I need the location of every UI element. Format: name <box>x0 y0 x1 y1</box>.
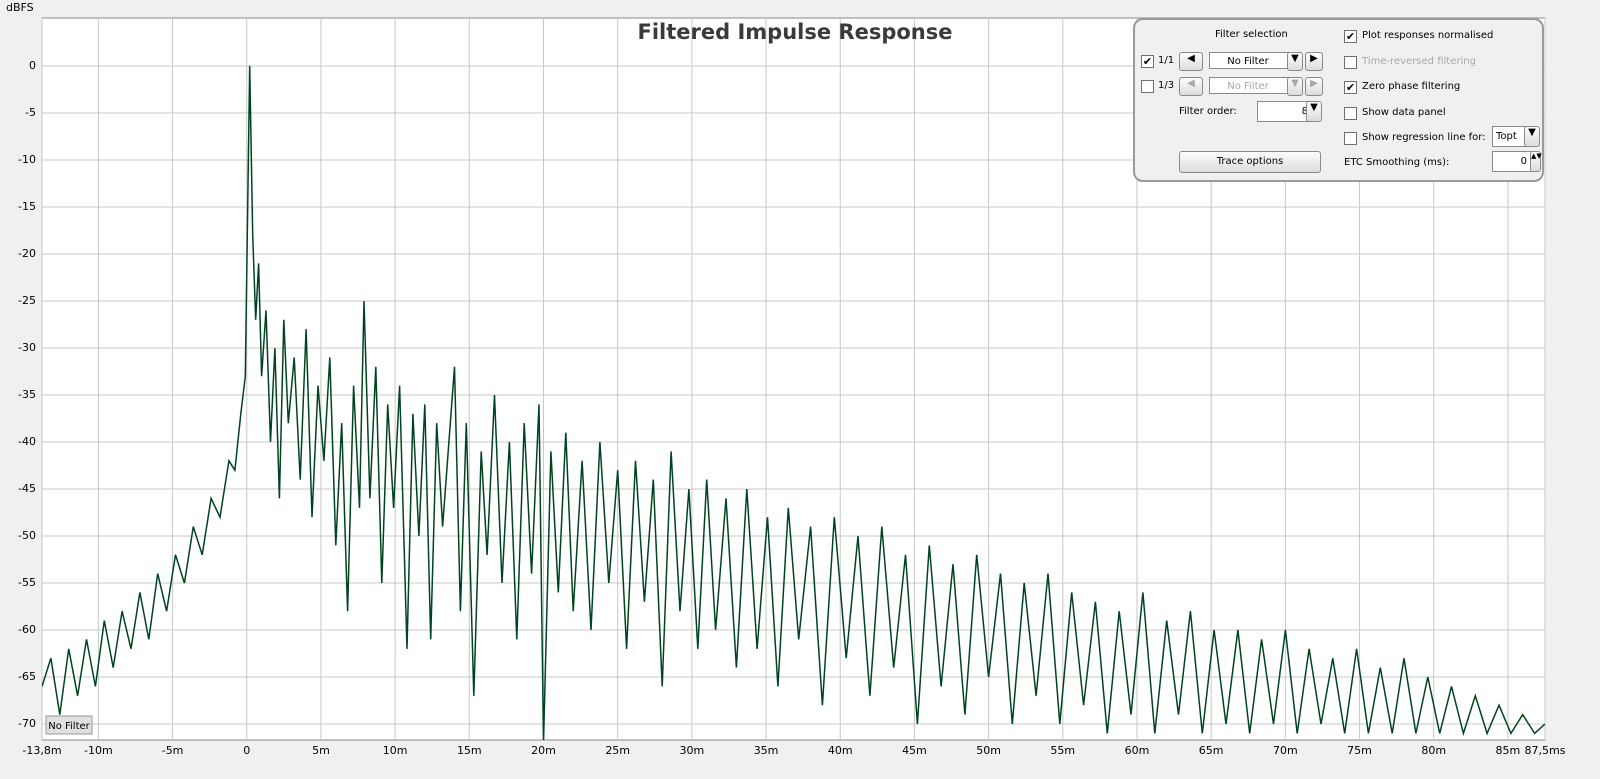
checkbox-label: Zero phase filtering <box>1362 81 1461 92</box>
checkbox[interactable]: ✔ <box>1344 30 1357 43</box>
section-label: Filter selection <box>1215 29 1288 40</box>
chart-title: Filtered Impulse Response <box>638 20 953 44</box>
x-tick-label: 65m <box>1199 744 1224 757</box>
checkbox[interactable] <box>1344 106 1357 120</box>
x-tick-label: -13,8m <box>22 744 61 757</box>
y-tick-label: -55 <box>18 576 36 589</box>
x-tick-label: 85m <box>1496 744 1521 757</box>
control-panel: Filter selection ✔ 1/1 ◀ No Filter ▼ ▶ 1/3 ◀ No F… <box>1133 18 1544 182</box>
dropdown-arrow: ▼ <box>1524 126 1540 147</box>
x-tick-label: 40m <box>828 744 853 757</box>
x-tick-label: 20m <box>531 744 556 757</box>
x-tick-label: -10m <box>84 744 113 757</box>
checkbox-label: Plot responses normalised <box>1362 30 1494 41</box>
legend-entry: No Filter <box>48 721 90 732</box>
y-tick-label: -65 <box>18 670 36 683</box>
y-tick-label: 0 <box>29 59 36 72</box>
checkbox <box>1344 55 1357 69</box>
x-tick-label: 55m <box>1050 744 1075 757</box>
prev-button: ◀ <box>1179 77 1203 96</box>
y-tick-label: -35 <box>18 388 36 401</box>
regression-dropdown[interactable]: Topt <box>1492 126 1527 147</box>
x-tick-label: 60m <box>1125 744 1150 757</box>
x-tick-label: 45m <box>902 744 927 757</box>
x-tick-label: 80m <box>1421 744 1446 757</box>
filter-dropdown[interactable]: No Filter <box>1209 52 1301 69</box>
x-tick-label: 15m <box>457 744 482 757</box>
prev-button[interactable]: ◀ <box>1179 52 1203 71</box>
checkbox[interactable] <box>1344 132 1357 145</box>
x-tick-label: 75m <box>1347 744 1372 757</box>
x-tick-label: 30m <box>680 744 705 757</box>
checkbox-label: Show data panel <box>1362 106 1446 118</box>
filter-order-spinner[interactable]: 8 <box>1257 101 1313 122</box>
y-tick-label: -40 <box>18 435 36 448</box>
spinner-arrow: ▼ <box>1306 101 1322 122</box>
y-tick-label: -10 <box>18 153 36 166</box>
etc-smoothing-spinner[interactable]: 0 <box>1492 151 1532 172</box>
y-tick-label: -45 <box>18 482 36 495</box>
checkbox-label: 1/3 <box>1158 80 1175 91</box>
field-label: ETC Smoothing (ms): <box>1344 157 1450 168</box>
checkbox-label: 1/1 <box>1158 55 1175 66</box>
legend-box <box>45 715 93 735</box>
checkbox[interactable] <box>1141 80 1154 93</box>
y-tick-label: -60 <box>18 623 36 636</box>
x-tick-label: 50m <box>976 744 1001 757</box>
dropdown-arrow: ▼ <box>1287 77 1303 96</box>
y-tick-label: -50 <box>18 529 36 542</box>
x-tick-label: -5m <box>162 744 184 757</box>
y-axis-label: dBFS <box>6 1 34 14</box>
trace-options-button[interactable]: Trace options <box>1179 151 1321 173</box>
x-tick-label: 70m <box>1273 744 1298 757</box>
next-button[interactable]: ▶ <box>1305 52 1323 71</box>
x-tick-label: 0 <box>243 744 250 757</box>
x-tick-label: 35m <box>754 744 779 757</box>
y-tick-label: -30 <box>18 341 36 354</box>
trace <box>42 65 1545 740</box>
checkbox[interactable]: ✔ <box>1344 81 1357 94</box>
checkbox-label: Time-reversed filtering <box>1362 55 1476 67</box>
checkbox-label: Show regression line for: <box>1362 132 1486 143</box>
x-tick-label: 87,5ms <box>1525 744 1566 757</box>
checkbox[interactable]: ✔ <box>1141 55 1154 68</box>
x-tick-label: 25m <box>605 744 630 757</box>
field-label: Filter order: <box>1179 106 1237 117</box>
x-tick-label: 5m <box>312 744 330 757</box>
y-tick-label: -20 <box>18 247 36 260</box>
spinner-arrow: ▲▼ <box>1530 151 1542 172</box>
y-tick-label: -15 <box>18 200 36 213</box>
next-button: ▶ <box>1305 77 1323 96</box>
dropdown-arrow: ▼ <box>1287 52 1303 71</box>
y-tick-label: -5 <box>25 106 36 119</box>
y-tick-label: -70 <box>18 717 36 730</box>
x-tick-label: 10m <box>383 744 408 757</box>
y-tick-label: -25 <box>18 294 36 307</box>
